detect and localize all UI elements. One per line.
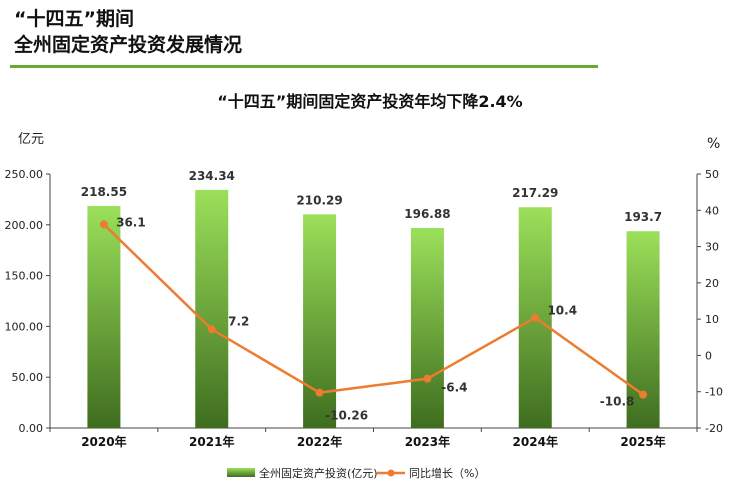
x-tick-label: 2021年 (189, 434, 234, 449)
left-tick-label: 0.00 (19, 422, 44, 435)
growth-value-label: -10.8 (600, 395, 635, 409)
right-tick-label: 10 (705, 313, 719, 326)
growth-value-label: -6.4 (441, 381, 467, 395)
growth-point (315, 388, 324, 397)
right-tick-label: 30 (705, 241, 719, 254)
bar-value-label: 234.34 (189, 169, 235, 183)
growth-point (639, 390, 648, 399)
left-tick-label: 50.00 (12, 371, 44, 384)
bar-value-label: 196.88 (404, 207, 450, 221)
growth-value-label: 7.2 (228, 314, 249, 328)
bar-value-label: 218.55 (81, 185, 127, 199)
right-tick-label: 0 (705, 349, 712, 362)
bar (195, 189, 229, 428)
growth-value-label: 36.1 (116, 215, 146, 229)
left-tick-label: 250.00 (5, 168, 44, 181)
page-header: “十四五”期间 全州固定资产投资发展情况 (14, 6, 242, 58)
legend-line-marker (387, 469, 395, 477)
bar-value-label: 193.7 (624, 210, 662, 224)
x-tick-label: 2025年 (620, 434, 665, 449)
x-tick-label: 2023年 (405, 434, 450, 449)
growth-value-label: 10.4 (547, 304, 577, 318)
chart-title: “十四五”期间固定资产投资年均下降2.4% (217, 92, 523, 111)
bar (410, 227, 444, 428)
x-tick-label: 2024年 (513, 434, 558, 449)
legend-line-label: 同比增长（%） (409, 466, 485, 480)
left-tick-label: 150.00 (5, 270, 44, 283)
bar-value-label: 217.29 (512, 186, 558, 200)
right-tick-label: -10 (705, 386, 723, 399)
growth-point (531, 313, 540, 322)
bar (87, 205, 121, 428)
x-tick-label: 2020年 (81, 434, 126, 449)
growth-point (423, 374, 432, 383)
growth-point (207, 325, 216, 334)
right-tick-label: 20 (705, 277, 719, 290)
left-tick-label: 200.00 (5, 219, 44, 232)
growth-point (99, 220, 108, 229)
header-line-2: 全州固定资产投资发展情况 (14, 34, 243, 56)
growth-line (103, 223, 644, 396)
header-divider (10, 65, 598, 68)
bar-value-label: 210.29 (296, 193, 342, 207)
growth-value-label: -10.26 (325, 409, 368, 423)
left-tick-label: 100.00 (5, 320, 44, 333)
right-tick-label: -20 (705, 422, 723, 435)
right-axis-label: % (707, 136, 720, 152)
legend-bar-label: 全州固定资产投资(亿元) (259, 466, 378, 480)
right-tick-label: 50 (705, 168, 719, 181)
left-axis-label: 亿元 (18, 132, 44, 147)
x-tick-label: 2022年 (297, 434, 342, 449)
header-line-1: “十四五”期间 (14, 8, 134, 30)
legend-bar-swatch (227, 468, 255, 477)
right-tick-label: 40 (705, 204, 719, 217)
